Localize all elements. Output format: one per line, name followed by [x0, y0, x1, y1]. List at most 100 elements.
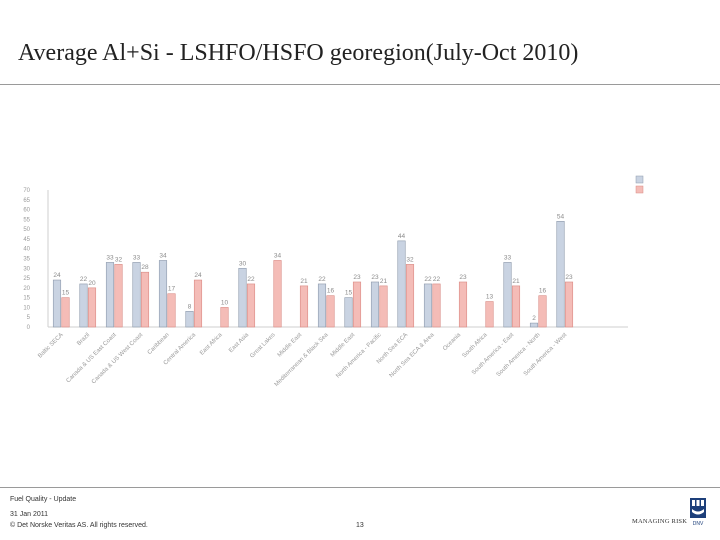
data-label: 33	[106, 254, 114, 261]
bar-series-1	[132, 262, 141, 328]
bar-series-2	[299, 285, 309, 328]
data-label: 33	[133, 254, 141, 261]
data-label: 22	[424, 276, 432, 283]
data-label: 8	[188, 303, 192, 310]
data-label: 2	[532, 315, 536, 322]
bar-series-2	[193, 279, 203, 328]
bar-series-2	[167, 293, 176, 328]
x-category-label: Middle East	[277, 332, 304, 359]
data-label: 16	[539, 288, 547, 295]
bar-series-1	[344, 297, 353, 328]
page-number: 13	[356, 522, 364, 529]
data-label: 24	[194, 272, 202, 279]
x-category-label: Great Lakes	[249, 332, 276, 359]
bar-series-2	[273, 260, 282, 328]
footer-divider	[0, 487, 720, 488]
y-tick-label: 10	[23, 305, 30, 311]
legend-swatch-series-2	[635, 185, 644, 194]
bar-chart: 0 5 10 15 20 25 30 35 40 45 50 55 60 65 70 24 22 33 33 34 8 3…	[23, 175, 644, 388]
bar-series-2	[538, 295, 547, 328]
data-label: 22	[80, 276, 88, 283]
x-category-label: Canada & US West Coast	[91, 332, 144, 385]
bar-series-2	[458, 281, 468, 328]
x-category-label: Caribbean	[147, 332, 171, 356]
data-label: 32	[406, 256, 414, 263]
y-tick-label: 25	[23, 276, 30, 282]
bar-series-2	[140, 271, 150, 328]
x-category-label: East Africa	[199, 332, 224, 357]
data-label: 21	[380, 278, 388, 285]
x-category-label: Middle East	[330, 332, 357, 359]
data-label: 22	[318, 276, 326, 283]
data-label: 44	[398, 233, 406, 240]
y-tick-label: 35	[23, 257, 30, 263]
data-label: 10	[221, 299, 229, 306]
data-label: 21	[512, 278, 520, 285]
data-label: 20	[88, 280, 96, 287]
data-label: 22	[433, 276, 441, 283]
bar-series-1	[105, 262, 115, 328]
bar-series-1	[185, 311, 194, 328]
bar-series-2	[220, 307, 229, 328]
x-category-label: Baltic SECA	[37, 332, 64, 359]
data-label: 15	[345, 290, 353, 297]
dnv-logo: MANAGING RISK DNV	[632, 497, 714, 533]
bar-series-1	[52, 279, 62, 328]
legend-swatch-series-1	[635, 175, 644, 184]
y-tick-label: 30	[23, 266, 30, 272]
bar-series-1	[158, 260, 168, 328]
data-label: 22	[247, 276, 255, 283]
bar-series-2	[511, 285, 521, 328]
y-tick-label: 5	[27, 315, 31, 321]
y-tick-label: 40	[23, 247, 30, 253]
bar-series-1	[529, 322, 539, 328]
logo-tagline: MANAGING RISK	[632, 518, 688, 525]
data-label: 23	[565, 274, 573, 281]
x-category-label: East Asia	[228, 332, 250, 354]
y-tick-label: 20	[23, 286, 30, 292]
bar-series-1	[238, 267, 247, 328]
data-label: 15	[62, 290, 70, 297]
chart-title: Average Al+Si - LSHFO/HSFO georegion(Jul…	[18, 40, 579, 66]
bar-series-2	[352, 281, 362, 328]
x-category-label: South America - North	[496, 332, 542, 378]
logo-brand: DNV	[693, 521, 704, 527]
y-tick-label: 70	[23, 188, 30, 194]
bar-series-2	[326, 295, 335, 328]
footer-copyright: © Det Norske Veritas AS. All rights rese…	[10, 522, 148, 529]
x-category-label: North America - Pacific	[335, 332, 382, 379]
bar-series-2	[114, 264, 123, 328]
bar-series-1	[503, 262, 512, 328]
data-label: 17	[168, 286, 176, 293]
data-label: 34	[159, 252, 167, 259]
y-tick-label: 60	[23, 208, 30, 214]
y-tick-label: 50	[23, 227, 30, 233]
y-tick-label: 15	[23, 296, 30, 302]
bar-series-1	[370, 281, 380, 328]
x-category-label: North Sea ECA & Area	[389, 332, 436, 379]
bar-series-1	[317, 283, 327, 328]
bar-series-2	[379, 285, 388, 328]
y-tick-label: 0	[27, 325, 31, 331]
data-label: 30	[239, 260, 247, 267]
bar-series-1	[423, 283, 433, 328]
data-label: 33	[504, 254, 512, 261]
data-label: 16	[327, 288, 335, 295]
x-category-label: Brazil	[76, 332, 91, 347]
y-tick-label: 55	[23, 217, 30, 223]
x-category-label: Canada & US East Coast	[66, 332, 118, 384]
bar-series-2	[405, 264, 415, 328]
bar-series-1	[397, 240, 406, 328]
x-category-label: South Africa	[462, 332, 490, 360]
title-divider	[0, 84, 720, 85]
x-category-label: Oceania	[442, 332, 463, 353]
y-tick-label: 65	[23, 198, 30, 204]
bar-series-2	[61, 297, 70, 328]
bar-series-2	[485, 301, 494, 328]
data-label: 21	[300, 278, 308, 285]
bar-series-2	[432, 283, 441, 328]
data-label: 28	[141, 264, 149, 271]
data-label: 34	[274, 252, 282, 259]
footer-topic: Fuel Quality - Update	[10, 496, 77, 503]
dnv-emblem-icon: DNV	[690, 498, 706, 527]
